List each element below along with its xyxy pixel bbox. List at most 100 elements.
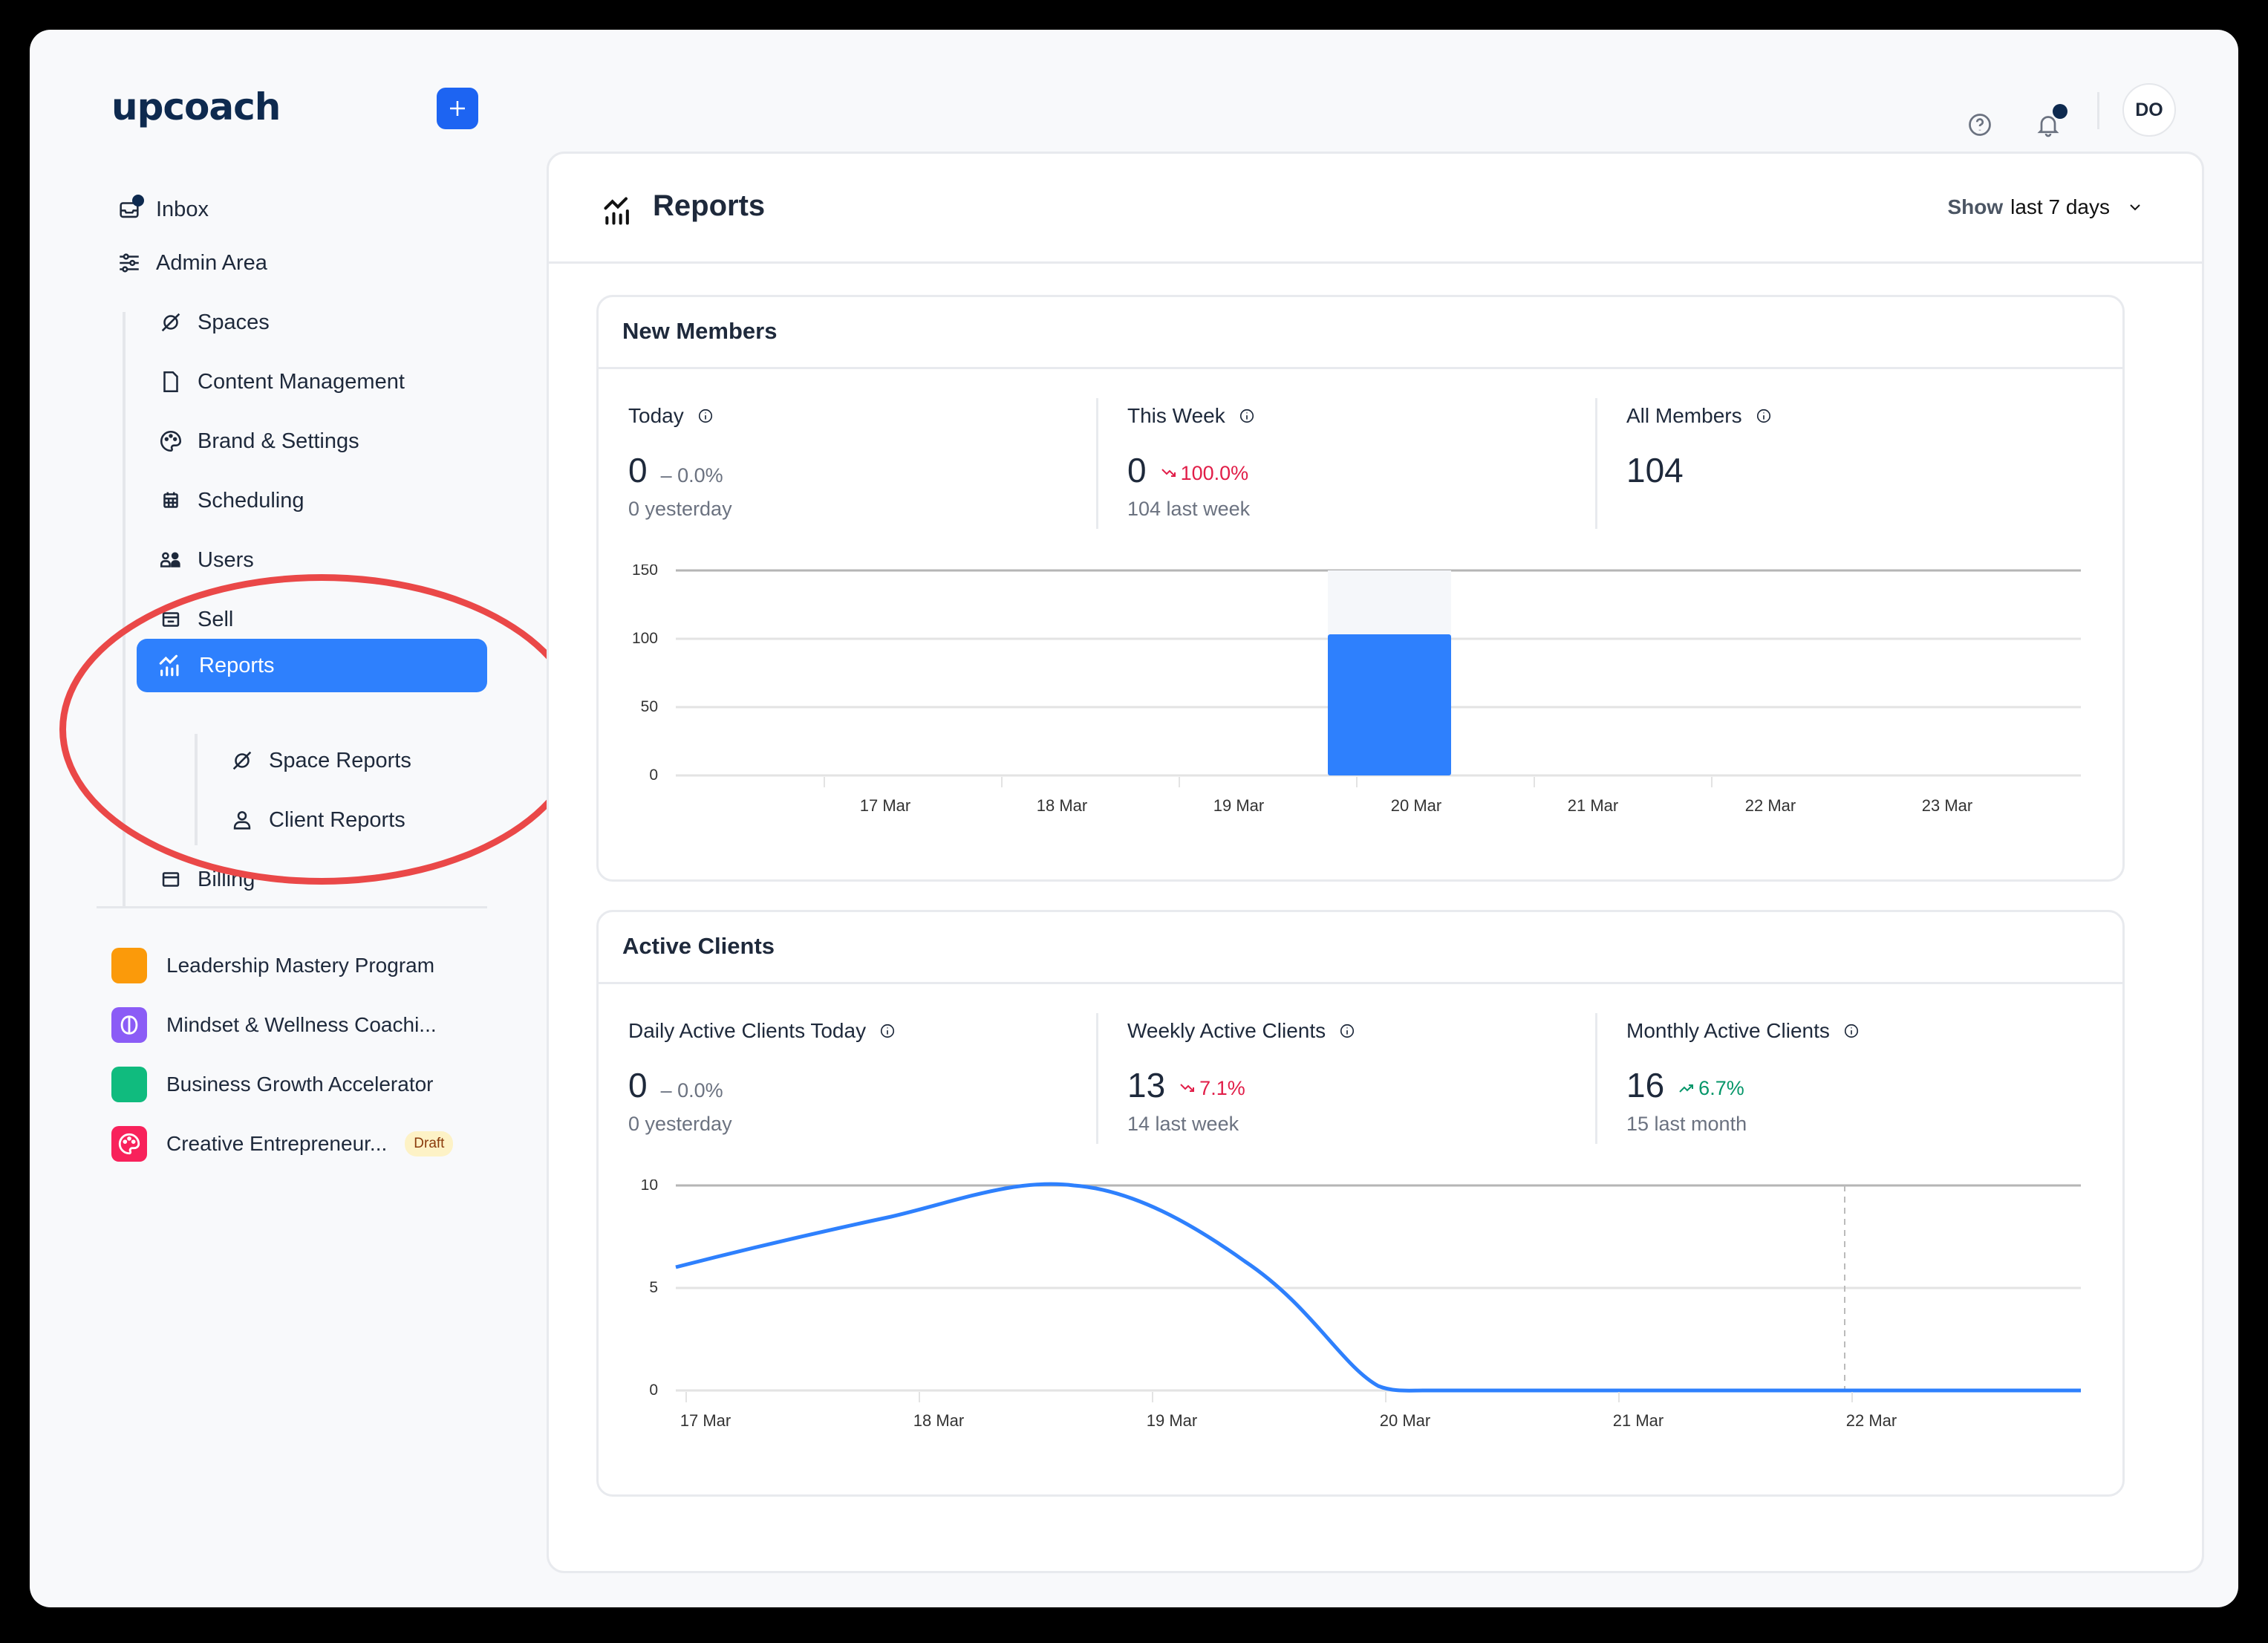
sidebar-item-label: Brand & Settings: [198, 429, 359, 453]
stat-divider: [1595, 1013, 1597, 1144]
sidebar-item-spaces[interactable]: Spaces: [156, 302, 270, 343]
user-avatar[interactable]: DO: [2122, 83, 2176, 137]
space-item[interactable]: Mindset & Wellness Coachi...: [111, 1007, 437, 1043]
space-item[interactable]: Leadership Mastery Program: [111, 948, 434, 983]
svg-text:19 Mar: 19 Mar: [1147, 1411, 1197, 1430]
subtree-line: [195, 734, 198, 845]
sidebar-item-label: Admin Area: [156, 250, 267, 275]
info-icon[interactable]: [879, 1023, 896, 1039]
info-icon[interactable]: [1843, 1023, 1860, 1039]
sidebar-item-scheduling[interactable]: Scheduling: [156, 480, 304, 521]
bar-20-mar[interactable]: [1328, 634, 1451, 775]
space-label: Business Growth Accelerator: [166, 1073, 434, 1096]
series-line: [675, 1182, 2081, 1393]
stat-monthly-active: Monthly Active Clients 16 6.7% 15 last m…: [1626, 1019, 1860, 1136]
range-value: last 7 days: [2010, 195, 2110, 218]
sidebar-item-admin-area[interactable]: Admin Area: [114, 242, 267, 284]
bell-icon: [2037, 116, 2059, 137]
inbox-icon: [114, 195, 144, 224]
storefront-icon: [156, 605, 186, 634]
stat-divider: [1595, 398, 1597, 529]
app-window: upcoach Inbox Admin Area Spaces Content …: [30, 30, 2238, 1607]
info-icon[interactable]: [1239, 408, 1255, 424]
svg-text:20 Mar: 20 Mar: [1391, 796, 1441, 815]
sidebar-item-billing[interactable]: Billing: [156, 859, 255, 900]
svg-text:22 Mar: 22 Mar: [1745, 796, 1796, 815]
app-logo[interactable]: upcoach: [111, 85, 281, 128]
sidebar-item-inbox[interactable]: Inbox: [114, 189, 209, 230]
sidebar-item-brand-settings[interactable]: Brand & Settings: [156, 420, 359, 462]
unread-badge: [132, 195, 144, 206]
stat-divider: [1096, 1013, 1098, 1144]
stat-sub: 14 last week: [1127, 1113, 1239, 1135]
new-members-bar-chart[interactable]: 150 100 50 0 17 Mar 18 Mar 19 Mar 20 Mar 21 Mar…: [628, 565, 2084, 847]
svg-text:23 Mar: 23 Mar: [1922, 796, 1972, 815]
trend-down-icon: [1180, 1084, 1195, 1092]
stat-value: 0: [628, 451, 648, 489]
stat-today: Today 0 – 0.0% 0 yesterday: [628, 404, 732, 521]
stat-sub: 15 last month: [1626, 1113, 1747, 1135]
svg-text:150: 150: [632, 565, 658, 579]
sliders-icon: [114, 248, 144, 278]
notifications-button[interactable]: [2030, 104, 2067, 143]
space-color-icon: [111, 948, 147, 983]
sidebar-item-label: Users: [198, 547, 254, 572]
stat-change: 7.1%: [1199, 1076, 1245, 1099]
active-clients-line-chart[interactable]: 10 5 0 17 Mar 18 Mar 19 Mar 20 Mar 21 Mar 22 Ma…: [628, 1180, 2084, 1462]
info-icon[interactable]: [1756, 408, 1772, 424]
y-axis-labels: 150 100 50 0: [632, 565, 658, 784]
sidebar-item-content-management[interactable]: Content Management: [156, 361, 405, 403]
sidebar-item-users[interactable]: Users: [156, 539, 254, 581]
planet-icon: [156, 308, 186, 337]
trend-up-icon: [1679, 1084, 1694, 1093]
info-icon[interactable]: [697, 408, 714, 424]
stat-change: 100.0%: [1180, 461, 1249, 484]
palette-icon: [111, 1126, 147, 1162]
info-icon[interactable]: [1339, 1023, 1355, 1039]
stat-sub: 0 yesterday: [628, 1113, 732, 1135]
svg-text:21 Mar: 21 Mar: [1613, 1411, 1663, 1430]
tree-line: [123, 312, 126, 906]
stat-label: This Week: [1127, 404, 1225, 427]
svg-text:18 Mar: 18 Mar: [1037, 796, 1087, 815]
svg-text:0: 0: [649, 767, 658, 784]
chart-icon: [604, 197, 629, 225]
card-title: New Members: [622, 318, 778, 344]
sidebar-item-reports[interactable]: Reports: [137, 639, 487, 692]
draft-badge: Draft: [405, 1131, 454, 1156]
stat-value: 0: [628, 1066, 648, 1104]
svg-text:22 Mar: 22 Mar: [1846, 1411, 1897, 1430]
card-title: Active Clients: [622, 933, 775, 959]
space-item[interactable]: Business Growth Accelerator: [111, 1067, 434, 1102]
sidebar-divider: [97, 906, 487, 908]
space-item[interactable]: Creative Entrepreneur... Draft: [111, 1126, 454, 1162]
stat-change: – 0.0%: [660, 464, 723, 487]
svg-text:50: 50: [641, 698, 658, 715]
date-range-dropdown[interactable]: Show last 7 days: [1947, 195, 2144, 219]
stat-label: Monthly Active Clients: [1626, 1019, 1830, 1042]
svg-text:19 Mar: 19 Mar: [1213, 796, 1264, 815]
sidebar-item-space-reports[interactable]: Space Reports: [227, 740, 411, 781]
header-divider: [2097, 92, 2099, 129]
stat-value: 0: [1127, 451, 1147, 489]
space-label: Mindset & Wellness Coachi...: [166, 1013, 437, 1036]
divider: [599, 982, 2122, 984]
help-button[interactable]: [1962, 107, 1998, 143]
create-button[interactable]: [437, 88, 478, 129]
panel-header: Reports Show last 7 days: [549, 154, 2202, 264]
svg-text:17 Mar: 17 Mar: [860, 796, 910, 815]
divider: [599, 367, 2122, 369]
stat-daily-active: Daily Active Clients Today 0 – 0.0% 0 ye…: [628, 1019, 896, 1136]
sidebar-item-label: Content Management: [198, 369, 405, 394]
sidebar-item-sell[interactable]: Sell: [156, 599, 233, 640]
page-title: Reports: [653, 189, 766, 222]
y-axis-labels: 10 5 0: [641, 1180, 658, 1399]
svg-text:17 Mar: 17 Mar: [680, 1411, 731, 1430]
stat-label: Today: [628, 404, 684, 427]
sidebar-item-client-reports[interactable]: Client Reports: [227, 799, 405, 841]
sidebar-item-label: Space Reports: [269, 748, 411, 772]
chevron-down-icon: [2130, 204, 2140, 211]
svg-text:5: 5: [649, 1279, 658, 1296]
x-axis-labels: 17 Mar 18 Mar 19 Mar 20 Mar 21 Mar 22 Mar 23 M…: [860, 796, 1972, 815]
svg-text:10: 10: [641, 1180, 658, 1194]
